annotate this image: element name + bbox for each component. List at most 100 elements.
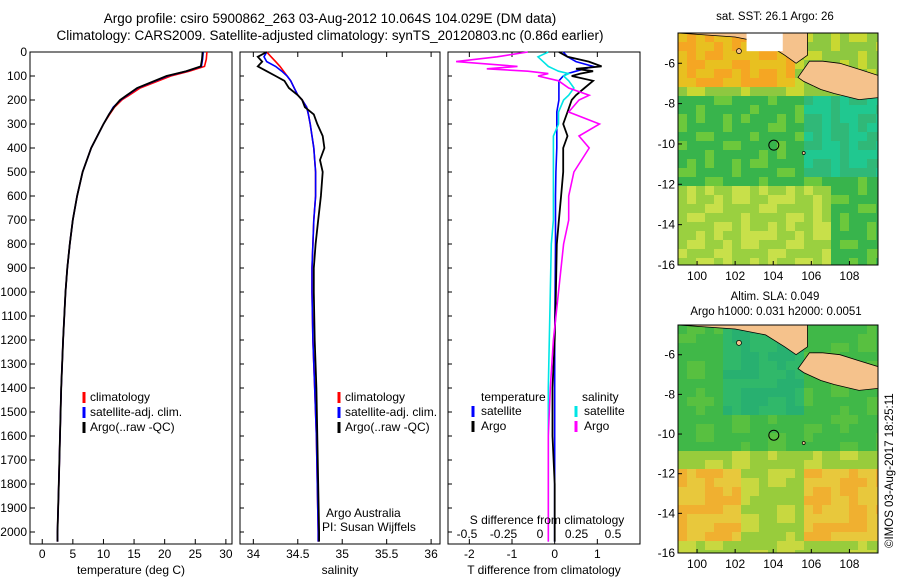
map-cell — [822, 343, 832, 353]
map-cell — [795, 177, 805, 187]
map-cell — [768, 370, 778, 380]
map-cell — [705, 114, 715, 124]
map-cell — [696, 87, 706, 97]
map-cell — [831, 505, 841, 515]
map-cell — [768, 523, 778, 533]
map-cell — [858, 231, 868, 241]
map-cell — [777, 487, 787, 497]
map-cell — [678, 213, 688, 223]
map-cell — [678, 469, 688, 479]
map-cell — [750, 487, 760, 497]
map-cell — [777, 105, 787, 115]
depth-tick-label: 700 — [7, 213, 27, 227]
map-cell — [777, 505, 787, 515]
map-cell — [678, 132, 688, 142]
map-cell — [795, 249, 805, 259]
map-cell — [705, 249, 715, 259]
map-cell — [804, 388, 814, 398]
map-cell — [831, 550, 841, 553]
map-cell — [705, 325, 715, 335]
map-cell — [795, 379, 805, 389]
map-cell — [804, 177, 814, 187]
map-cell — [750, 159, 760, 169]
figure-title-line1: Argo profile: csiro 5900862_263 03-Aug-2… — [103, 11, 557, 26]
map-cell — [867, 469, 877, 479]
map-cell — [768, 379, 778, 389]
map-cell — [678, 388, 688, 398]
map-cell — [741, 505, 751, 515]
map-cell — [759, 532, 769, 542]
map-cell — [687, 150, 697, 160]
map-cell — [750, 141, 760, 151]
map-cell — [795, 159, 805, 169]
map-cell — [705, 433, 715, 443]
map-cell — [858, 415, 868, 425]
map-cell — [804, 141, 814, 151]
map-cell — [705, 60, 715, 70]
map-cell — [759, 424, 769, 434]
map-cell — [849, 397, 859, 407]
map-cell — [687, 415, 697, 425]
x-tick-label: 20 — [158, 547, 172, 561]
annotation-argo-australia: Argo Australia — [326, 506, 401, 520]
map-cell — [723, 343, 733, 353]
map-cell — [786, 523, 796, 533]
map-cell — [741, 249, 751, 259]
map-cell — [777, 195, 787, 205]
map-cell — [813, 415, 823, 425]
map-cell — [858, 388, 868, 398]
map-cell — [822, 222, 832, 232]
map-cell — [732, 240, 742, 250]
map-cell — [750, 496, 760, 506]
map-cell — [786, 132, 796, 142]
x-tick-label: 35.5 — [375, 547, 399, 561]
map-cell — [732, 96, 742, 106]
map-cell — [696, 186, 706, 196]
map-cell — [795, 168, 805, 178]
x-axis-label: salinity — [322, 563, 359, 577]
map-cell — [759, 258, 769, 265]
map-cell — [723, 159, 733, 169]
figure-title-line2: Climatology: CARS2009. Satellite-adjuste… — [56, 28, 604, 43]
map-cell — [858, 240, 868, 250]
map-cell — [723, 424, 733, 434]
map-cell — [705, 69, 715, 79]
map-cell — [750, 523, 760, 533]
map-cell — [696, 159, 706, 169]
map-cell — [840, 424, 850, 434]
map-cell — [768, 532, 778, 542]
map-cell — [750, 186, 760, 196]
map-cell — [804, 42, 814, 52]
map-cell — [678, 141, 688, 151]
map-cell — [732, 231, 742, 241]
map-cell — [741, 433, 751, 443]
map-cell — [768, 159, 778, 169]
map-cell — [849, 532, 859, 542]
map-cell — [750, 532, 760, 542]
map-cell — [777, 379, 787, 389]
map-cell — [840, 231, 850, 241]
map-cell — [687, 334, 697, 344]
map-cell — [849, 123, 859, 133]
map-cell — [831, 33, 841, 43]
diff-top-tick-label: -0.25 — [490, 527, 518, 541]
map-cell — [876, 532, 878, 542]
map-cell — [867, 415, 877, 425]
map-cell — [714, 406, 724, 416]
map-cell — [786, 460, 796, 470]
map-cell — [705, 222, 715, 232]
map-cell — [840, 343, 850, 353]
map-cell — [849, 33, 859, 43]
map-cell — [678, 478, 688, 488]
map-cell — [723, 96, 733, 106]
map-cell — [786, 469, 796, 479]
map-cell — [840, 132, 850, 142]
map-cell — [777, 78, 787, 88]
map-cell — [723, 213, 733, 223]
map-cell — [687, 460, 697, 470]
map-cell — [813, 33, 823, 43]
map-cell — [687, 177, 697, 187]
diff-legend-label: Argo — [584, 419, 610, 433]
series-line-temperature-climatology — [56, 51, 208, 542]
map-cell — [714, 478, 724, 488]
